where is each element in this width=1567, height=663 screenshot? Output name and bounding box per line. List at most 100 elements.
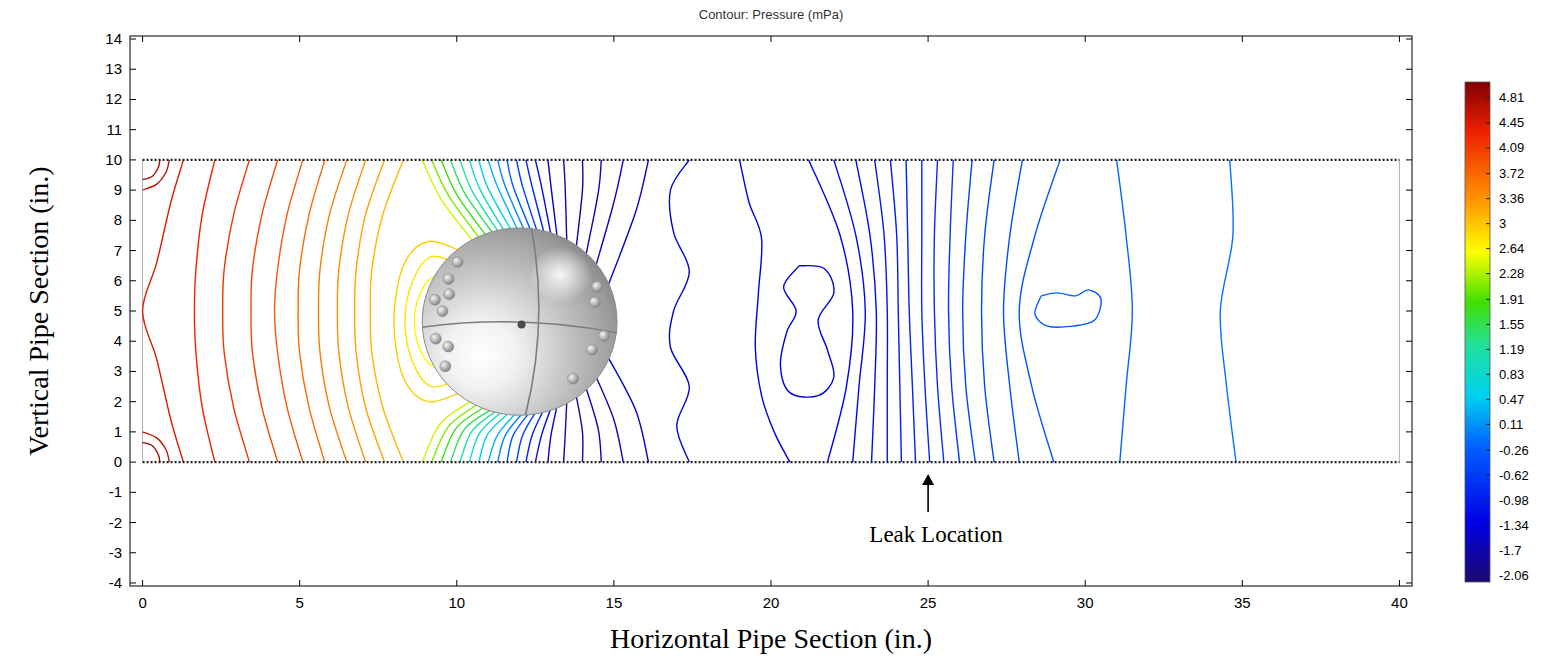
contour-line xyxy=(143,160,170,190)
sphere-bump xyxy=(589,297,600,308)
x-tick xyxy=(771,580,772,586)
y-tick xyxy=(130,190,136,191)
x-tick xyxy=(771,36,772,42)
colorbar-tick xyxy=(1486,424,1490,425)
colorbar-tick-label: -0.98 xyxy=(1499,493,1529,508)
y-tick xyxy=(1406,220,1412,221)
colorbar-tick-label: 4.09 xyxy=(1499,140,1524,155)
sphere-body xyxy=(422,228,617,415)
sphere-bump xyxy=(429,294,440,305)
sphere-bump xyxy=(586,344,597,355)
x-tick-label: 20 xyxy=(763,594,780,611)
contour-line xyxy=(982,160,995,462)
x-tick xyxy=(928,36,929,42)
x-tick xyxy=(1085,580,1086,586)
y-tick xyxy=(1406,401,1412,402)
sphere-bump xyxy=(430,333,441,344)
contour-line xyxy=(548,405,557,462)
y-tick xyxy=(1406,371,1412,372)
contour-line xyxy=(143,160,160,180)
y-tick xyxy=(130,552,136,553)
x-tick xyxy=(1242,580,1243,586)
x-tick xyxy=(142,580,143,586)
contour-line xyxy=(498,409,526,462)
y-tick xyxy=(130,492,136,493)
colorbar-tick-label: 1.55 xyxy=(1499,317,1524,332)
sphere-bump xyxy=(443,341,454,352)
y-tick xyxy=(1406,280,1412,281)
contour-line xyxy=(298,160,325,462)
x-tick xyxy=(1399,580,1400,586)
colorbar-tick-label: 3.36 xyxy=(1499,191,1524,206)
y-tick-label: 1 xyxy=(114,423,122,440)
x-tick-label: 10 xyxy=(448,594,465,611)
colorbar-tick-label: 2.64 xyxy=(1499,241,1524,256)
contour-line xyxy=(564,160,567,242)
y-tick-label: 3 xyxy=(114,362,122,379)
y-tick xyxy=(130,250,136,251)
y-tick xyxy=(130,431,136,432)
colorbar-tick-label: 0.83 xyxy=(1499,367,1524,382)
colorbar-tick-label: 1.19 xyxy=(1499,342,1524,357)
sphere-bump xyxy=(452,256,463,267)
contour-line xyxy=(223,160,250,462)
y-tick xyxy=(130,522,136,523)
y-tick xyxy=(130,39,136,40)
colorbar-tick xyxy=(1486,198,1490,199)
pipe-wall xyxy=(143,159,1400,161)
y-tick-label: 7 xyxy=(114,242,122,259)
contour-line xyxy=(963,160,976,462)
colorbar-tick xyxy=(1486,575,1490,576)
colorbar-tick xyxy=(1486,399,1490,400)
y-tick xyxy=(130,99,136,100)
y-tick-label: -4 xyxy=(109,574,122,591)
y-tick xyxy=(1406,431,1412,432)
contour-line xyxy=(608,356,649,462)
sphere-bump xyxy=(444,289,455,300)
colorbar-tick-label: 4.45 xyxy=(1499,115,1524,130)
chart: Contour: Pressure (mPa)0510152025303540-… xyxy=(0,0,1567,663)
y-tick-label: 13 xyxy=(105,60,122,77)
colorbar-tick-label: 3.72 xyxy=(1499,166,1524,181)
x-tick-label: 15 xyxy=(606,594,623,611)
y-tick xyxy=(130,280,136,281)
x-tick xyxy=(1399,36,1400,42)
contour-line xyxy=(143,432,170,462)
contour-line xyxy=(143,442,160,462)
contours xyxy=(143,160,1236,462)
y-tick xyxy=(130,582,136,583)
x-tick xyxy=(142,36,143,42)
x-tick xyxy=(456,36,457,42)
colorbar-tick-label: -1.7 xyxy=(1499,543,1521,558)
colorbar-tick xyxy=(1486,223,1490,224)
contour-line xyxy=(595,160,623,269)
y-tick-label: 6 xyxy=(114,272,122,289)
x-axis-title: Horizontal Pipe Section (in.) xyxy=(610,623,932,654)
colorbar-tick xyxy=(1486,273,1490,274)
contour-line xyxy=(469,408,507,462)
contour-line xyxy=(194,160,214,462)
y-tick xyxy=(130,220,136,221)
colorbar-tick xyxy=(1486,147,1490,148)
colorbar-tick xyxy=(1486,349,1490,350)
contour-line xyxy=(608,160,649,287)
contour-line xyxy=(355,160,385,462)
colorbar-tick xyxy=(1486,450,1490,451)
sphere-bump xyxy=(592,281,603,292)
title: Contour: Pressure (mPa) xyxy=(699,7,844,22)
y-tick-label: 4 xyxy=(114,332,122,349)
y-tick-label: 5 xyxy=(114,302,122,319)
contour-line xyxy=(576,160,583,248)
y-tick xyxy=(1406,190,1412,191)
contour-line xyxy=(875,160,888,462)
y-tick-label: 14 xyxy=(105,30,122,47)
plot-background xyxy=(130,36,1412,586)
contour-line xyxy=(469,160,507,236)
y-tick-label: 0 xyxy=(114,453,122,470)
contour-line xyxy=(422,399,475,462)
colorbar-tick xyxy=(1486,550,1490,551)
y-tick xyxy=(130,159,136,160)
x-tick xyxy=(613,36,614,42)
y-tick xyxy=(130,462,136,463)
colorbar-tick xyxy=(1486,299,1490,300)
